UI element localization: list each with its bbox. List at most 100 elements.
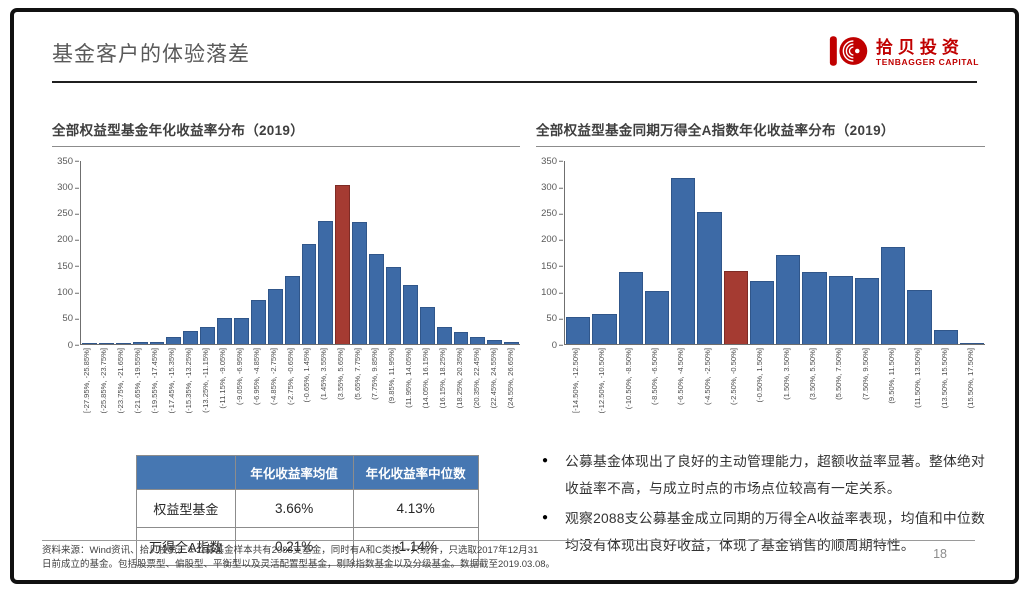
bar [671,178,696,344]
x-axis-label-cell: (9.85%, 11.95%] [385,345,402,439]
table-cell: 4.13% [352,489,479,528]
x-axis-label: (14.05%, 16.15%] [420,348,430,409]
x-axis-label: (7.75%, 9.85%] [370,348,380,400]
x-axis-label-cell: (1.45%, 3.55%] [317,345,334,439]
table-cell: 权益型基金 [136,489,236,528]
bar [644,291,669,344]
x-axis-label-cell: (3.50%, 5.50%] [801,345,827,439]
tenbagger-shell-icon [829,32,869,75]
x-axis-label: (16.15%, 18.25%] [437,348,447,409]
summary-table: 年化收益率均值 年化收益率中位数 权益型基金 3.66% 4.13% 万得全A指数 0.2… [136,455,479,566]
logo-text: 拾贝投资 TENBAGGER CAPITAL [876,39,979,67]
summary-table-body: 权益型基金 3.66% 4.13% 万得全A指数 0.21% -1.14% [136,489,479,566]
table-cell: 0.21% [234,527,354,566]
x-axis-label-cell: (-19.55%, -17.45%] [148,345,165,439]
company-logo: 拾贝投资 TENBAGGER CAPITAL [829,32,979,75]
x-axis-label-cell: (7.50%, 9.50%] [853,345,879,439]
x-axis-label: (-25.85%, -23.75%] [99,348,109,414]
x-axis-label-cell: (-15.35%, -13.25%] [182,345,199,439]
x-axis-label: (-21.65%, -19.55%] [133,348,143,414]
bullet-marker-icon: ● [542,455,549,466]
x-axis-label: (-12.50%, -10.50%] [597,348,607,414]
bar [200,326,216,344]
bar [183,330,199,344]
y-axis-tick-label: 200 [541,234,563,246]
x-axis-label-cell: (5.65%, 7.75%] [351,345,368,439]
bar [301,243,317,344]
right-chart-title: 全部权益型基金同期万得全A指数年化收益率分布（2019） [536,119,985,147]
x-axis-label: (-0.65%, 1.45%] [302,348,312,403]
bar [749,280,774,344]
x-axis-label: (13.50%, 15.50%] [939,348,949,409]
bar [487,339,503,344]
bar [166,337,182,344]
bar [854,277,879,344]
page-number: 18 [933,547,947,562]
x-axis-label-cell: [-27.95%, -25.85%] [80,345,97,439]
x-axis-label-cell: [-14.50%, -12.50%] [564,345,590,439]
data-source-note: 资料来源：Wind资讯、拾贝投资。①公募基金样本共有2088支基金，同时有A和C… [42,544,975,572]
table-header-cell: 年化收益率中位数 [352,455,479,490]
x-axis-label: (-6.50%, -4.50%] [676,348,686,405]
x-axis-label-cell: (-21.65%, -19.55%] [131,345,148,439]
x-axis-label-cell: (-11.15%, -9.05%] [215,345,232,439]
x-axis-label-cell: (-0.50%, 1.50%] [748,345,774,439]
x-axis-label-cell: (-8.50%, -6.50%] [643,345,669,439]
y-axis-tick-label: 250 [541,207,563,219]
x-axis-label-cell: (24.55%, 26.65%] [503,345,520,439]
bar [566,316,591,344]
summary-table-head: 年化收益率均值 年化收益率中位数 [136,455,479,490]
y-axis-tick-label: 150 [57,260,79,272]
slide: 基金客户的体验落差 拾贝投资 TENBAGGER CAPITAL [10,8,1019,584]
left-column: 全部权益型基金年化收益率分布（2019） 0 50 100 150 200 250 300 3… [52,119,520,566]
bar [453,331,469,344]
x-axis-label: (-13.25%, -11.15%] [200,348,210,413]
bar [419,306,435,344]
title-underline [52,81,977,83]
left-chart-title: 全部权益型基金年化收益率分布（2019） [52,119,520,147]
x-axis-label-cell: (3.55%, 5.65%] [334,345,351,439]
left-chart-x-axis-labels: [-27.95%, -25.85%] (-25.85%, -23.75%] (-23… [80,345,520,439]
y-axis-tick-label: 0 [551,339,564,351]
x-axis-label: (20.35%, 22.45%] [471,348,481,409]
x-axis-label-cell: (-23.75%, -21.65%] [114,345,131,439]
bar [504,342,520,344]
x-axis-label-cell: (-0.65%, 1.45%] [300,345,317,439]
x-axis-label-cell: (-13.25%, -11.15%] [198,345,215,439]
right-chart-y-axis: 0 50 100 150 200 250 300 350 [536,156,564,349]
x-axis-label-cell: (13.50%, 15.50%] [932,345,958,439]
x-axis-label-cell: (-2.75%, -0.65%] [283,345,300,439]
x-axis-label: (18.25%, 20.35%] [454,348,464,409]
table-cell: 万得全A指数 [136,527,236,566]
x-axis-label: (-17.45%, -15.35%] [167,348,177,414]
bar [217,317,233,344]
bar [250,299,266,344]
right-chart-plot: 0 50 100 150 200 250 300 350 [536,156,985,349]
x-axis-label-cell: (22.45%, 24.55%] [486,345,503,439]
slide-header: 基金客户的体验落差 拾贝投资 TENBAGGER CAPITAL [14,12,1015,75]
x-axis-label-cell: (-2.50%, -0.50%] [722,345,748,439]
bar [907,290,932,344]
x-axis-label: (-4.85%, -2.75%] [268,348,278,405]
y-axis-tick-label: 50 [546,312,563,324]
bar [149,342,165,344]
left-chart: 0 50 100 150 200 250 300 350 [-27.95%, -25.85%]… [52,156,520,439]
x-axis-label-cell: (9.50%, 11.50%] [880,345,906,439]
x-axis-label: [-14.50%, -12.50%] [571,348,581,414]
bar [115,342,131,344]
x-axis-label: (-11.15%, -9.05%] [217,348,227,409]
x-axis-label-cell: (14.05%, 16.15%] [418,345,435,439]
table-row: 权益型基金 3.66% 4.13% [136,489,479,528]
x-axis-label: (-0.50%, 1.50%] [755,348,765,403]
y-axis-tick-label: 200 [57,234,79,246]
page-title: 基金客户的体验落差 [52,43,250,66]
bar [98,343,114,344]
x-axis-label-cell: (-4.85%, -2.75%] [266,345,283,439]
x-axis-label: (3.55%, 5.65%] [336,348,346,400]
bar [470,337,486,344]
table-cell: -1.14% [352,527,479,566]
x-axis-label: (-4.50%, -2.50%] [702,348,712,405]
bar [386,266,401,344]
source-line: 资料来源：Wind资讯、拾贝投资。①公募基金样本共有2088支基金，同时有A和C… [42,545,539,557]
